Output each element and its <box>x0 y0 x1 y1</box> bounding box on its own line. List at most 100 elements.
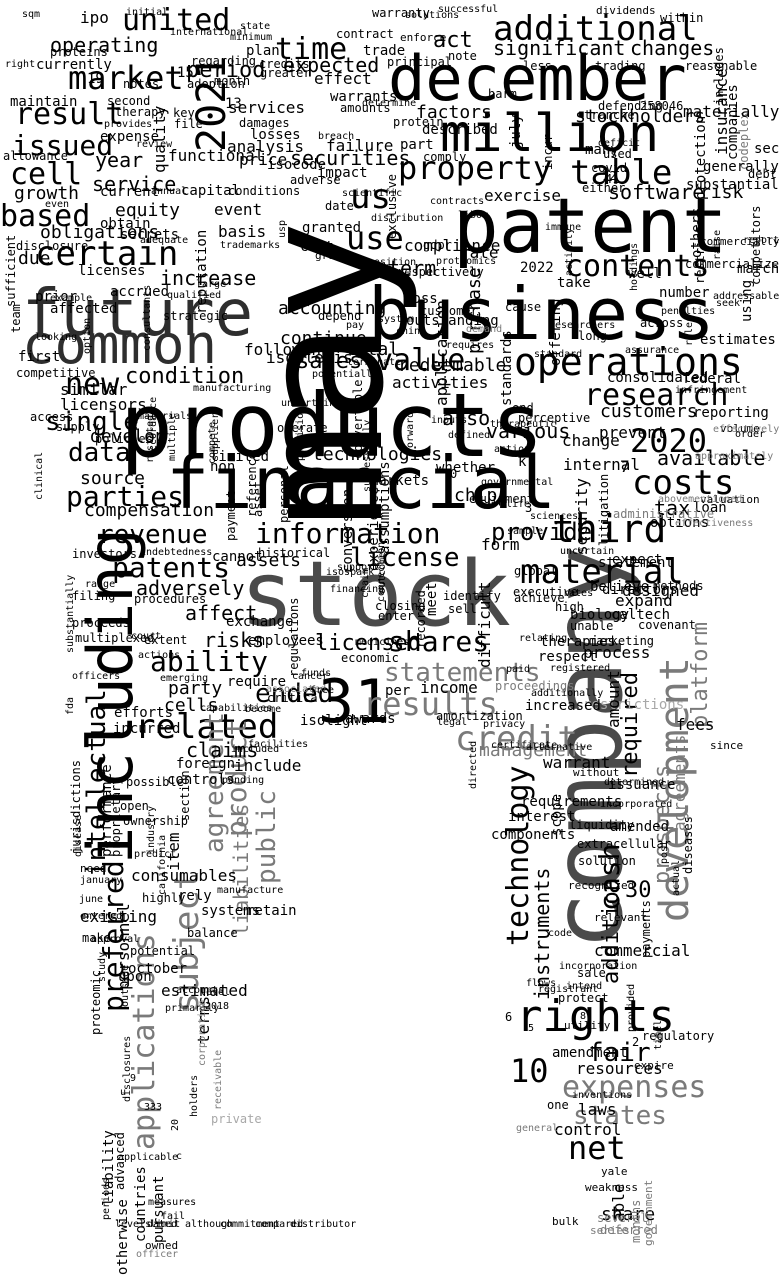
word-adversely: adversely <box>136 576 245 600</box>
word-20: 20 <box>170 1118 181 1131</box>
word-bulk: bulk <box>552 1215 579 1228</box>
word-manufacturing: manufacturing <box>193 383 272 394</box>
word-condition: condition <box>125 364 245 389</box>
word-reporting: reporting <box>693 405 769 421</box>
word-distributor: distributor <box>290 1219 357 1230</box>
word-registered: registered <box>550 663 611 674</box>
word-government: government <box>642 1179 655 1246</box>
word-december: december <box>388 42 687 115</box>
word-team: team <box>9 304 23 333</box>
word-procedures: procedures <box>134 592 207 606</box>
word-marketing: marketing <box>589 634 655 648</box>
word-requirements: requirements <box>521 794 623 810</box>
word-isospark: isospark <box>326 567 375 578</box>
word-consolidated: consolidated <box>607 370 709 386</box>
word-effectively: effectively <box>713 424 779 435</box>
word-disclosure: disclosure <box>16 239 89 253</box>
word-claims: claims <box>186 738 259 762</box>
word-estimated: estimated <box>161 981 248 1000</box>
word-software: software <box>608 180 705 204</box>
word-become: become <box>245 704 282 715</box>
word-holders: holders <box>189 1074 200 1117</box>
word-scientific: scientific <box>342 188 403 199</box>
word-cells: cells <box>164 695 219 716</box>
word-study: study <box>97 951 108 982</box>
word-determine: determine <box>362 98 417 109</box>
word-associated: associated <box>266 684 327 695</box>
word-expenses: expenses <box>562 1070 707 1105</box>
word-based: based <box>0 199 91 234</box>
word-therapeutic: therapeutic <box>490 419 557 430</box>
word-expand: expand <box>615 591 673 610</box>
word-losses: losses <box>250 127 301 143</box>
word-period: period <box>186 58 266 83</box>
word-contents: contents <box>565 249 710 284</box>
word-private: private <box>211 1112 262 1126</box>
word-inventions: inventions <box>572 1090 633 1101</box>
word-july: july <box>508 114 524 148</box>
word-methods: methods <box>653 579 704 593</box>
word-8: 8 <box>580 1011 587 1022</box>
word-potential: potential <box>130 944 196 958</box>
word-upon: upon <box>118 969 152 985</box>
word-credit: credit <box>455 719 578 759</box>
word-expire: expire <box>634 1059 674 1072</box>
word-terminate: terminate <box>347 357 402 368</box>
word-chip: chip <box>454 485 498 506</box>
word-flows: flows <box>526 978 557 989</box>
word-covenant: covenant <box>638 618 696 632</box>
word-high: high <box>555 600 584 614</box>
word-services: services <box>228 98 306 117</box>
word-notes: notes <box>123 77 160 91</box>
word-7: 7 <box>620 457 630 476</box>
word-limit: limit <box>150 1219 181 1230</box>
word-conditions: conditions <box>228 184 301 198</box>
word-reasonable: reasonable <box>685 59 758 73</box>
word-loss: loss <box>404 291 438 307</box>
word-entered: entered <box>80 911 123 922</box>
word-parties: parties <box>66 480 185 513</box>
word-table: table <box>570 153 673 193</box>
word-adverse: adverse <box>290 173 341 187</box>
word-range: range <box>85 579 116 590</box>
word-although: although <box>185 1219 234 1230</box>
word-cannot: cannot <box>212 549 263 565</box>
word-issuance: issuance <box>608 777 676 793</box>
word-materials: materials <box>138 411 193 422</box>
word-facilities: facilities <box>248 739 309 750</box>
word-growth: growth <box>14 183 80 204</box>
word-registrant: registrant <box>538 984 599 995</box>
word-protein: protein <box>393 115 444 129</box>
word-amount: amount <box>604 670 623 728</box>
word-tranche: tranche <box>584 108 635 122</box>
word-timely: timely <box>653 1013 664 1050</box>
word-approximately: approximately <box>695 451 774 462</box>
word-open: open <box>120 799 149 813</box>
word-pursuant: pursuant <box>151 1175 167 1243</box>
word-licenses: licenses <box>78 263 146 279</box>
word-believe: believe <box>590 579 650 595</box>
word-allowance: allowance <box>3 149 69 163</box>
word-statements: statements <box>384 658 541 688</box>
word-determined: determined <box>604 777 665 788</box>
word-future: future <box>22 277 254 351</box>
word-support: support <box>337 562 380 573</box>
word-part: part <box>400 137 434 153</box>
word-measures: measures <box>148 1197 197 1208</box>
word-systems: systems <box>201 903 261 919</box>
word-infringement: infringement <box>675 385 748 396</box>
word-penalties: penalties <box>661 306 716 317</box>
word-9: 9 <box>130 1073 137 1084</box>
word-end: end <box>512 401 534 415</box>
word-impact: impact <box>317 165 368 181</box>
word-competitive: competitive <box>16 366 96 380</box>
word-results: results <box>363 685 498 723</box>
word-reputation: reputation <box>194 229 210 314</box>
word-minimum: minimum <box>230 32 273 43</box>
word-certificate: certificate <box>491 740 558 751</box>
word-state: state <box>240 21 271 32</box>
word-financing: financing <box>330 584 385 595</box>
word-looking: looking <box>35 332 78 343</box>
word-also: also <box>442 406 491 430</box>
word-u: u <box>120 1087 127 1098</box>
